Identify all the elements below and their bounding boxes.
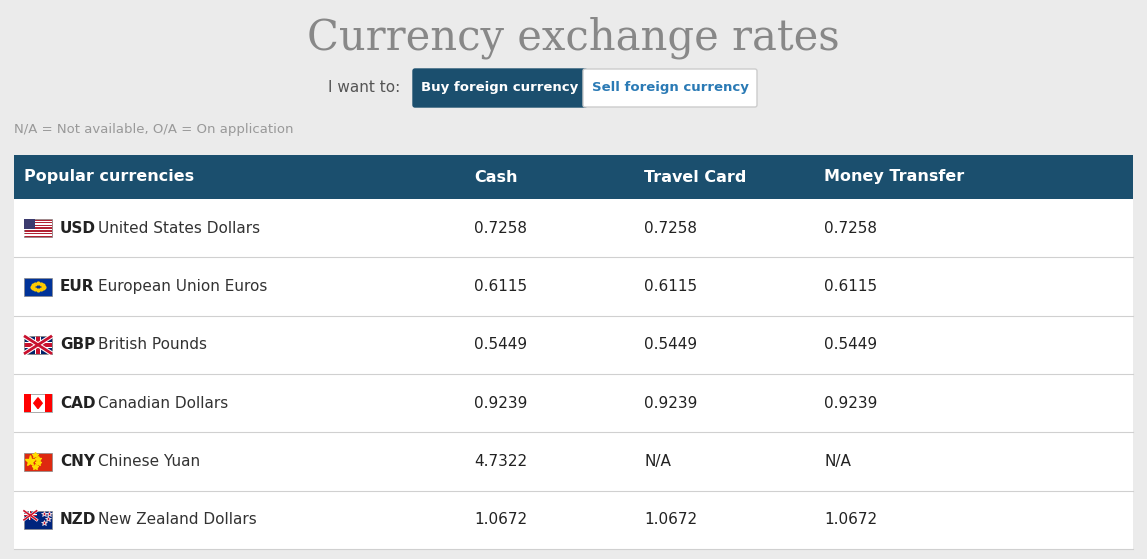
Bar <box>24 336 52 354</box>
Text: Canadian Dollars: Canadian Dollars <box>97 396 228 411</box>
Text: Chinese Yuan: Chinese Yuan <box>97 454 200 469</box>
Text: N/A: N/A <box>643 454 671 469</box>
Text: 1.0672: 1.0672 <box>474 513 528 527</box>
Text: Cash: Cash <box>474 169 517 184</box>
Text: CAD: CAD <box>60 396 95 411</box>
Bar <box>24 336 52 354</box>
Bar <box>45 394 52 412</box>
Bar <box>24 219 36 229</box>
Text: Currency exchange rates: Currency exchange rates <box>307 17 840 59</box>
Bar <box>34 336 41 354</box>
Polygon shape <box>33 398 42 409</box>
Text: 0.9239: 0.9239 <box>643 396 697 411</box>
Text: 0.6115: 0.6115 <box>474 279 528 294</box>
Text: 0.5449: 0.5449 <box>824 337 877 352</box>
Text: 1.0672: 1.0672 <box>824 513 877 527</box>
Bar <box>30 511 31 520</box>
Text: 1.0672: 1.0672 <box>643 513 697 527</box>
Bar <box>24 226 52 228</box>
Bar <box>24 394 52 412</box>
Bar <box>24 515 37 516</box>
Text: 0.6115: 0.6115 <box>824 279 877 294</box>
Text: 0.5449: 0.5449 <box>474 337 528 352</box>
Text: 0.9239: 0.9239 <box>474 396 528 411</box>
Bar <box>24 219 52 237</box>
Text: British Pounds: British Pounds <box>97 337 206 352</box>
Text: 4.7322: 4.7322 <box>474 454 528 469</box>
Text: NZD: NZD <box>60 513 96 527</box>
Text: 0.5449: 0.5449 <box>643 337 697 352</box>
Text: European Union Euros: European Union Euros <box>97 279 267 294</box>
Bar <box>24 511 52 529</box>
Text: EUR: EUR <box>60 279 94 294</box>
Bar <box>24 343 52 347</box>
Text: Popular currencies: Popular currencies <box>24 169 194 184</box>
Bar <box>24 452 52 471</box>
FancyBboxPatch shape <box>413 69 587 107</box>
Bar <box>36 336 40 354</box>
Text: CNY: CNY <box>60 454 95 469</box>
Bar <box>14 155 1133 199</box>
Bar <box>24 234 52 236</box>
Text: 0.7258: 0.7258 <box>643 221 697 236</box>
Text: Money Transfer: Money Transfer <box>824 169 965 184</box>
Bar <box>24 514 37 516</box>
Bar <box>24 231 52 233</box>
Bar <box>24 342 52 348</box>
Text: United States Dollars: United States Dollars <box>97 221 260 236</box>
Text: N/A = Not available, O/A = On application: N/A = Not available, O/A = On applicatio… <box>14 124 294 136</box>
Bar <box>30 511 31 520</box>
Text: 0.7258: 0.7258 <box>824 221 877 236</box>
Text: I want to:: I want to: <box>328 80 400 96</box>
Text: 0.6115: 0.6115 <box>643 279 697 294</box>
FancyBboxPatch shape <box>583 69 757 107</box>
Text: New Zealand Dollars: New Zealand Dollars <box>97 513 257 527</box>
Bar <box>24 394 31 412</box>
Text: Sell foreign currency: Sell foreign currency <box>592 82 749 94</box>
Text: Travel Card: Travel Card <box>643 169 747 184</box>
Bar <box>14 199 1133 549</box>
Bar <box>24 277 52 296</box>
Text: Buy foreign currency: Buy foreign currency <box>421 82 578 94</box>
Text: GBP: GBP <box>60 337 95 352</box>
Text: USD: USD <box>60 221 96 236</box>
Bar <box>24 221 52 222</box>
Text: 0.9239: 0.9239 <box>824 396 877 411</box>
Bar <box>24 224 52 225</box>
Text: 0.7258: 0.7258 <box>474 221 526 236</box>
Bar <box>24 229 52 230</box>
Text: N/A: N/A <box>824 454 851 469</box>
